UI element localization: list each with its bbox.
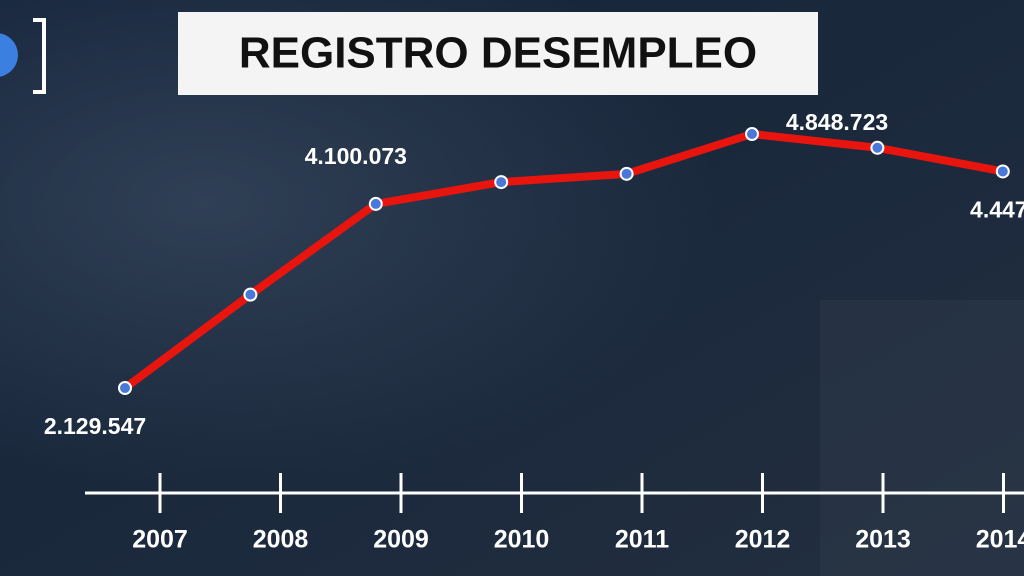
x-tick-label: 2007 (132, 526, 188, 554)
logo-bracket (33, 18, 46, 94)
chart-title: REGISTRO DESEMPLEO (239, 29, 757, 78)
data-point (619, 166, 634, 181)
data-point (368, 196, 383, 211)
logo-circle (0, 33, 18, 77)
x-tick-label: 2013 (855, 526, 911, 554)
data-point (745, 127, 759, 141)
x-tick-label: 2009 (373, 526, 429, 554)
data-point (243, 287, 258, 302)
x-tick-label: 2008 (253, 526, 309, 554)
data-point (494, 175, 509, 190)
data-point (995, 164, 1010, 179)
x-tick-label: 2011 (615, 526, 669, 554)
background-shape (820, 300, 1024, 576)
data-point (870, 140, 885, 155)
x-tick-label: 2012 (735, 526, 791, 554)
title-box (178, 12, 818, 95)
value-label: 4.447.71 (970, 197, 1024, 223)
value-label: 4.100.073 (305, 143, 407, 169)
x-tick-label: 2014 (976, 526, 1024, 554)
x-tick-label: 2010 (494, 526, 550, 554)
value-label: 2.129.547 (44, 413, 146, 439)
data-line (122, 130, 1004, 392)
data-point (118, 381, 132, 395)
value-label: 4.848.723 (786, 109, 888, 135)
